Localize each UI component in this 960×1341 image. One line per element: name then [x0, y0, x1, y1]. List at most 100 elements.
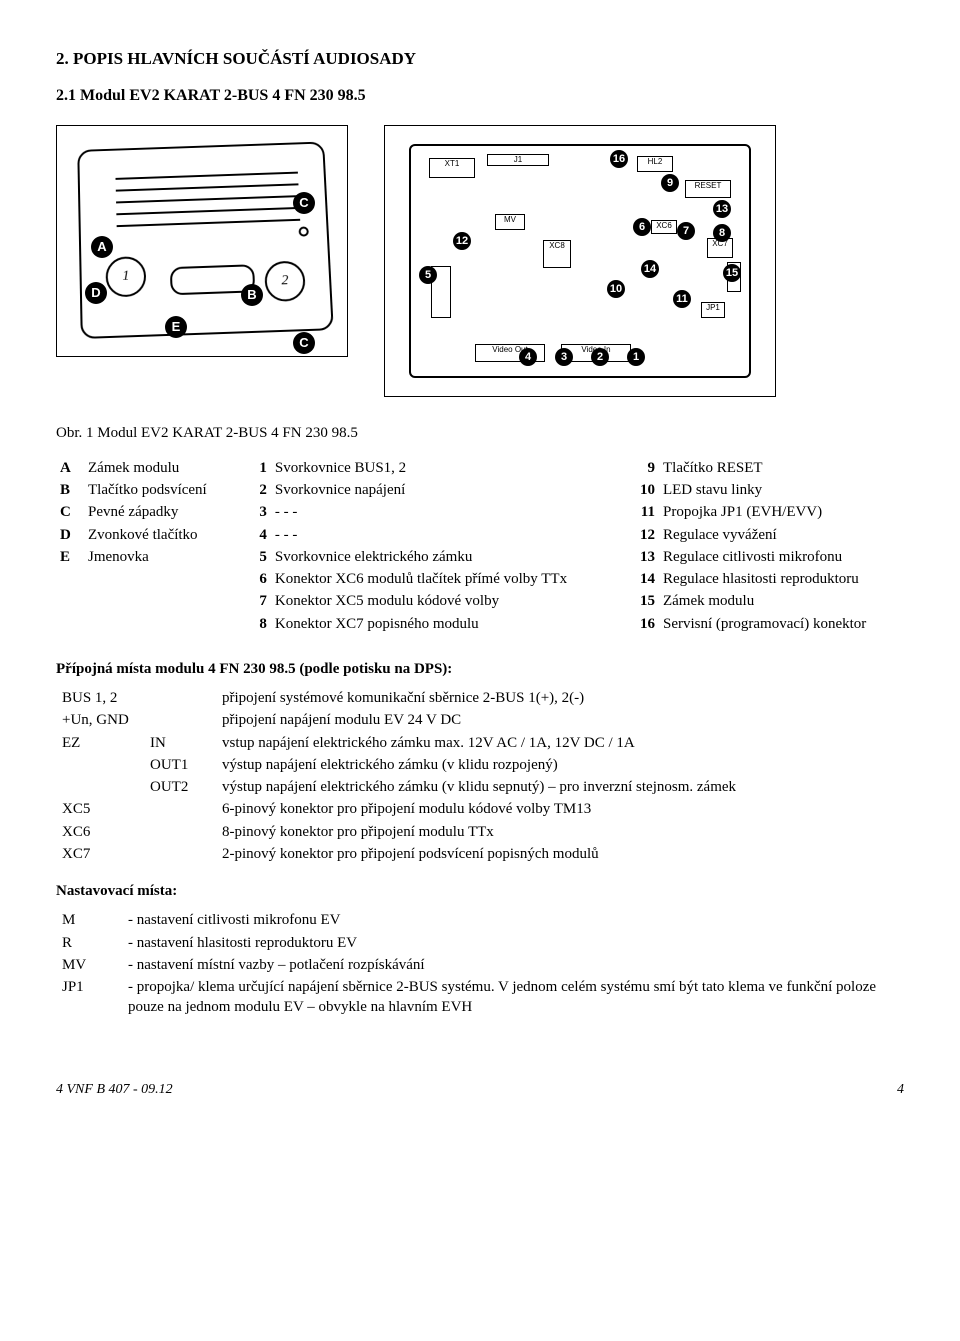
legend-a-val: Pevné západky — [84, 501, 231, 523]
port-desc: 2-pinový konektor pro připojení podsvíce… — [216, 843, 742, 865]
port-key: BUS 1, 2 — [56, 687, 144, 709]
speaker-line — [116, 183, 299, 191]
front-button-2: 2 — [264, 260, 306, 302]
callout-5: 5 — [419, 266, 437, 284]
footer-left: 4 VNF B 407 - 09.12 — [56, 1081, 173, 1100]
callout-13: 13 — [713, 200, 731, 218]
legend-b-val: Svorkovnice elektrického zámku — [271, 546, 619, 568]
settings-table: M- nastavení citlivosti mikrofonu EV R- … — [56, 909, 904, 1018]
port-key: XC6 — [56, 821, 144, 843]
legend-b-key: 3 — [245, 501, 271, 523]
legend-a-val: Jmenovka — [84, 546, 231, 568]
ports-table: BUS 1, 2připojení systémové komunikační … — [56, 687, 742, 865]
legend-c-key: 16 — [633, 613, 659, 635]
callout-1: 1 — [627, 348, 645, 366]
legend-a-key: E — [56, 546, 84, 568]
legend-b-val: - - - — [271, 524, 619, 546]
port-subkey: OUT1 — [144, 754, 216, 776]
speaker-line — [116, 195, 299, 203]
speaker-line — [117, 218, 301, 226]
legend-c-key: 14 — [633, 568, 659, 590]
legend-b-val: Svorkovnice napájení — [271, 479, 619, 501]
subsection-title: 2.1 Modul EV2 KARAT 2-BUS 4 FN 230 98.5 — [56, 85, 904, 107]
legend-b-key: 6 — [245, 568, 271, 590]
setting-val: - propojka/ klema určující napájení sběr… — [122, 976, 904, 1019]
callout-D: D — [85, 282, 107, 304]
pcb-part-j1: J1 — [487, 154, 549, 166]
legend-c-val: Regulace citlivosti mikrofonu — [659, 546, 904, 568]
port-key: XC7 — [56, 843, 144, 865]
port-desc: vstup napájení elektrického zámku max. 1… — [216, 732, 742, 754]
settings-heading: Nastavovací místa: — [56, 881, 904, 901]
port-subkey — [144, 821, 216, 843]
setting-val: - nastavení citlivosti mikrofonu EV — [122, 909, 904, 931]
pcb-outline: XT1 J1 HL2 RESET XC6 XC7 JP1 MV XC8 Vide… — [409, 144, 751, 378]
legend-b-key: 4 — [245, 524, 271, 546]
front-button-1-label: 1 — [122, 267, 130, 286]
pcb-part-xt1: XT1 — [429, 158, 475, 178]
legend-c-val: Propojka JP1 (EVH/EVV) — [659, 501, 904, 523]
port-desc: výstup napájení elektrického zámku (v kl… — [216, 776, 742, 798]
figure-right: XT1 J1 HL2 RESET XC6 XC7 JP1 MV XC8 Vide… — [384, 125, 776, 397]
legend-a-key: D — [56, 524, 84, 546]
callout-2: 2 — [591, 348, 609, 366]
legend-c-key: 12 — [633, 524, 659, 546]
speaker-line — [116, 171, 298, 179]
section-title: 2. POPIS HLAVNÍCH SOUČÁSTÍ AUDIOSADY — [56, 48, 904, 71]
figure-left: 1 2 A B C C D E — [56, 125, 348, 357]
page-footer: 4 VNF B 407 - 09.12 4 — [56, 1081, 904, 1100]
port-key — [56, 754, 144, 776]
callout-14: 14 — [641, 260, 659, 278]
pcb-part-reset: RESET — [685, 180, 731, 198]
port-subkey — [144, 798, 216, 820]
legend-b-key: 2 — [245, 479, 271, 501]
speaker-line — [116, 206, 299, 214]
callout-9: 9 — [661, 174, 679, 192]
legend-a-key: C — [56, 501, 84, 523]
setting-val: - nastavení místní vazby – potlačení roz… — [122, 954, 904, 976]
legend-c-key: 10 — [633, 479, 659, 501]
callout-E: E — [165, 316, 187, 338]
legend-a-val: Zámek modulu — [84, 457, 231, 479]
ports-heading: Přípojná místa modulu 4 FN 230 98.5 (pod… — [56, 659, 904, 679]
setting-key: M — [56, 909, 122, 931]
callout-B: B — [241, 284, 263, 306]
port-subkey — [144, 709, 216, 731]
legend-b-val: Svorkovnice BUS1, 2 — [271, 457, 619, 479]
legend-c-val: Regulace hlasitosti reproduktoru — [659, 568, 904, 590]
callout-8: 8 — [713, 224, 731, 242]
legend-table: AZámek modulu 1Svorkovnice BUS1, 2 9Tlač… — [56, 457, 904, 635]
callout-15: 15 — [723, 264, 741, 282]
front-button-1: 1 — [105, 256, 146, 298]
port-desc: výstup napájení elektrického zámku (v kl… — [216, 754, 742, 776]
setting-key: MV — [56, 954, 122, 976]
legend-b-key: 1 — [245, 457, 271, 479]
setting-key: R — [56, 932, 122, 954]
callout-10: 10 — [607, 280, 625, 298]
port-desc: 6-pinový konektor pro připojení modulu k… — [216, 798, 742, 820]
callout-7: 7 — [677, 222, 695, 240]
callout-16: 16 — [610, 150, 628, 168]
legend-c-key: 13 — [633, 546, 659, 568]
legend-b-key: 7 — [245, 590, 271, 612]
figure-caption: Obr. 1 Modul EV2 KARAT 2-BUS 4 FN 230 98… — [56, 423, 904, 443]
callout-4: 4 — [519, 348, 537, 366]
port-subkey: IN — [144, 732, 216, 754]
pcb-part-xc6: XC6 — [651, 220, 677, 234]
port-key: EZ — [56, 732, 144, 754]
latch-pin — [298, 226, 308, 236]
port-key — [56, 776, 144, 798]
legend-b-val: Konektor XC6 modulů tlačítek přímé volby… — [271, 568, 619, 590]
legend-b-key: 8 — [245, 613, 271, 635]
front-plate: 1 2 — [77, 141, 334, 339]
legend-a-key: B — [56, 479, 84, 501]
setting-key: JP1 — [56, 976, 122, 1019]
callout-11: 11 — [673, 290, 691, 308]
footer-right: 4 — [897, 1081, 904, 1100]
legend-a-val: Zvonkové tlačítko — [84, 524, 231, 546]
legend-b-key: 5 — [245, 546, 271, 568]
legend-a-val: Tlačítko podsvícení — [84, 479, 231, 501]
port-subkey — [144, 843, 216, 865]
callout-6: 6 — [633, 218, 651, 236]
pcb-part-xc8: XC8 — [543, 240, 571, 268]
